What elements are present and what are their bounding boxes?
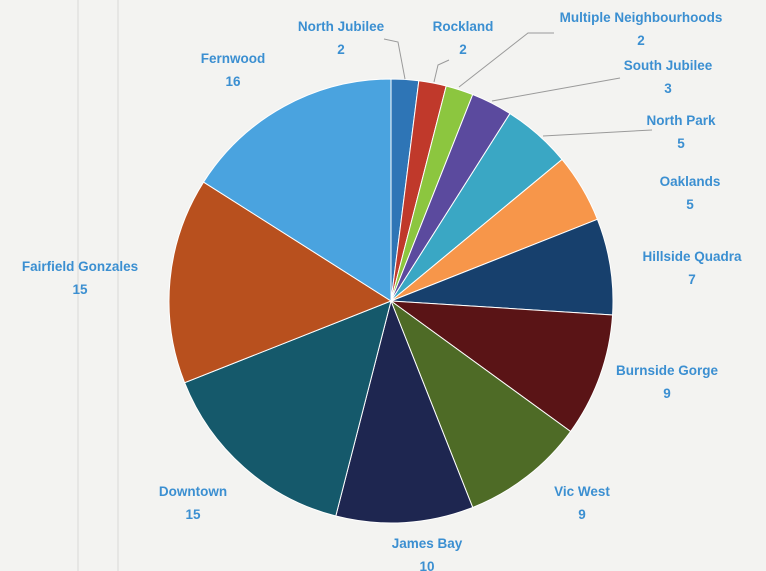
slice-value-label: 15 — [72, 282, 88, 297]
slice-value-label: 16 — [225, 74, 241, 89]
slice-category-label: North Park — [646, 113, 716, 128]
slice-value-label: 2 — [459, 42, 467, 57]
slice-category-label: Vic West — [554, 484, 610, 499]
slice-category-label: Multiple Neighbourhoods — [560, 10, 723, 25]
slice-value-label: 5 — [686, 197, 694, 212]
slice-category-label: James Bay — [392, 536, 463, 551]
pie-slice-fernwood — [202, 78, 392, 302]
slice-value-label: 7 — [688, 272, 696, 287]
slice-value-label: 2 — [337, 42, 345, 57]
slice-value-label: 9 — [578, 507, 586, 522]
data-labels: North Jubilee 2 Rockland 2 Multiple Neighbou… — [22, 10, 742, 571]
slice-category-label: Downtown — [159, 484, 227, 499]
slice-value-label: 9 — [663, 386, 671, 401]
leader-line — [433, 59, 450, 83]
pie-slice-james-bay — [335, 299, 474, 524]
slice-category-label: Fernwood — [201, 51, 266, 66]
slice-value-label: 5 — [677, 136, 685, 151]
leader-line — [491, 77, 621, 102]
pie-slice-downtown — [183, 300, 392, 517]
slice-value-label: 3 — [664, 81, 672, 96]
leader-line — [383, 38, 406, 80]
slice-value-label: 10 — [419, 559, 434, 571]
slice-category-label: Burnside Gorge — [616, 363, 719, 378]
leader-lines — [383, 32, 653, 137]
slice-category-label: Oaklands — [660, 174, 721, 189]
slice-value-label: 15 — [185, 507, 201, 522]
slice-category-label: Hillside Quadra — [642, 249, 742, 264]
pie-slice-burnside-gorge — [389, 300, 614, 433]
slice-category-label: Fairfield Gonzales — [22, 259, 138, 274]
leader-line — [458, 32, 554, 88]
pie-slice-fairfield-gonzales — [168, 181, 393, 384]
leader-line — [542, 129, 653, 137]
slice-category-label: Rockland — [433, 19, 494, 34]
slice-category-label: North Jubilee — [298, 19, 385, 34]
slice-category-label: South Jubilee — [624, 58, 713, 73]
slice-value-label: 2 — [637, 33, 645, 48]
pie-slices — [168, 78, 614, 524]
pie-slice-vic-west — [389, 299, 572, 509]
